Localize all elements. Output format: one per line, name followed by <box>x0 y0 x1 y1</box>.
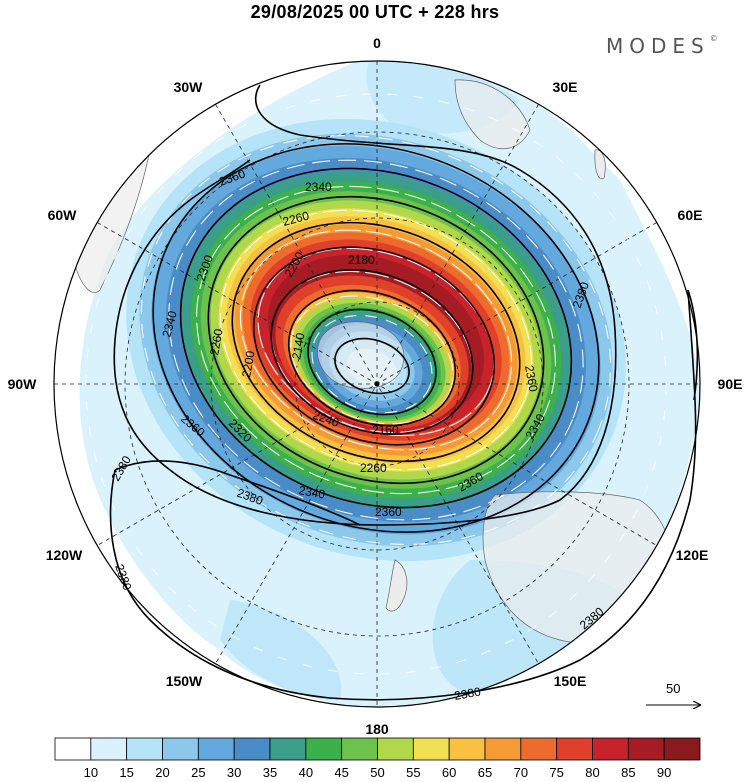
lon-label-30w: 30W <box>174 79 204 95</box>
new-zealand-outline <box>385 559 408 612</box>
weak-wind-region-s <box>220 600 342 700</box>
contour-2200 <box>270 269 474 435</box>
copyright-mark: © <box>709 34 718 43</box>
contour-2160 <box>307 308 437 416</box>
modes-logo: MODES© <box>606 34 718 58</box>
colorbar-swatch <box>412 737 450 761</box>
flow-line <box>290 295 454 425</box>
colorbar-tick-label: 35 <box>263 765 277 780</box>
colorbar-swatch <box>592 737 629 761</box>
chart-title: 29/08/2025 00 UTC + 228 hrs <box>250 2 500 22</box>
colorbar-tick-label: 25 <box>191 765 205 780</box>
colorbar-swatch <box>377 737 414 761</box>
colorbar-tick-label: 70 <box>514 765 528 780</box>
colorbar-tick-label: 30 <box>227 765 241 780</box>
contour-label: 2360 <box>375 505 402 519</box>
contour-2380-far <box>109 289 697 701</box>
lon-label-150e: 150E <box>554 673 587 689</box>
colorbar-tick-label: 40 <box>299 765 313 780</box>
lon-label-0: 0 <box>373 35 381 51</box>
colorbar-swatch <box>663 737 701 761</box>
colorbar-swatch <box>305 737 343 761</box>
colorbar-swatch <box>448 737 486 761</box>
latitude-circle <box>124 131 630 637</box>
reference-vector-label: 50 <box>666 681 680 696</box>
map-boundary <box>53 60 701 708</box>
contour-2380-outer <box>113 84 617 526</box>
colorbar-swatch <box>556 737 593 761</box>
contour-label: 2340 <box>297 483 326 501</box>
lon-label-60w: 60W <box>48 207 78 223</box>
lon-label-90w: 90W <box>8 376 38 392</box>
contour-label: 2200 <box>239 349 257 378</box>
colorbar-swatch <box>341 737 378 761</box>
contour-2360 <box>152 143 600 533</box>
flow-line <box>140 135 612 545</box>
brand-text: MODES <box>606 34 710 58</box>
height-contours <box>109 84 699 701</box>
contour-2140 <box>334 337 410 395</box>
colorbar-swatch <box>269 737 307 761</box>
colorbar-tick-label: 75 <box>549 765 563 780</box>
colorbar-tick-label: 55 <box>406 765 420 780</box>
contour-label: 2160 <box>372 423 399 437</box>
colorbar-tick-label: 65 <box>478 765 492 780</box>
colorbar-swatch <box>197 737 235 761</box>
contour-label: 2340 <box>159 309 180 339</box>
colorbar-tick-label: 50 <box>370 765 384 780</box>
contour-label: 2260 <box>360 461 387 475</box>
longitude-labels: 0 30E 60E 90E 120E 150E 180 150W 120W 90… <box>8 35 743 737</box>
colorbar-swatch <box>54 737 92 761</box>
colorbar-tick-label: 60 <box>442 765 456 780</box>
flow-line <box>168 159 584 521</box>
colorbar-swatch <box>484 737 522 761</box>
contour-label: 2140 <box>289 331 307 360</box>
contour-2240 <box>252 246 496 446</box>
contour-label: 2340 <box>305 180 332 194</box>
flow-line <box>239 229 513 451</box>
contour-2180 <box>287 289 457 427</box>
colorbar-swatch <box>90 737 128 761</box>
colorbar-swatch <box>627 737 665 761</box>
colorbar-tick-label: 85 <box>621 765 635 780</box>
lon-label-180: 180 <box>365 721 389 737</box>
contour-label: 2180 <box>348 253 375 267</box>
colorbar-tick-label: 80 <box>585 765 599 780</box>
contour-label: 2260 <box>281 208 311 229</box>
lon-label-120e: 120E <box>676 547 709 563</box>
colorbar-swatch <box>233 737 271 761</box>
contour-2340 <box>179 167 573 509</box>
colorbar-tick-label: 90 <box>657 765 671 780</box>
lon-label-90e: 90E <box>718 376 743 392</box>
colorbar-swatch <box>520 737 558 761</box>
lon-label-30e: 30E <box>553 79 578 95</box>
contour-2380-south <box>114 460 361 526</box>
colorbar-swatch <box>126 737 163 761</box>
colorbar: 10 15 20 25 30 35 40 45 50 55 60 65 70 75 80 85 90 <box>54 737 701 780</box>
colorbar-tick-label: 15 <box>119 765 133 780</box>
contour-labels: 2340 2360 2260 2180 2200 2300 2340 2260 … <box>108 166 606 703</box>
colorbar-tick-label: 10 <box>84 765 98 780</box>
lon-label-120w: 120W <box>46 547 83 563</box>
contour-label: 2380 <box>112 562 134 592</box>
south-pole-marker <box>374 381 380 387</box>
reference-vector: 50 <box>646 681 700 705</box>
colorbar-tick-label: 20 <box>155 765 169 780</box>
colorbar-swatch <box>162 737 199 761</box>
contour-2300 <box>207 195 545 485</box>
lon-label-60e: 60E <box>678 207 703 223</box>
lon-label-150w: 150W <box>166 673 203 689</box>
madagascar-outline <box>594 149 606 180</box>
flow-line <box>196 185 556 495</box>
colorbar-tick-label: 45 <box>334 765 348 780</box>
flow-line <box>311 314 433 414</box>
contour-label: 2260 <box>207 327 225 356</box>
flow-line <box>85 93 667 675</box>
contour-label: 2360 <box>522 364 540 393</box>
contour-2260 <box>231 221 521 463</box>
